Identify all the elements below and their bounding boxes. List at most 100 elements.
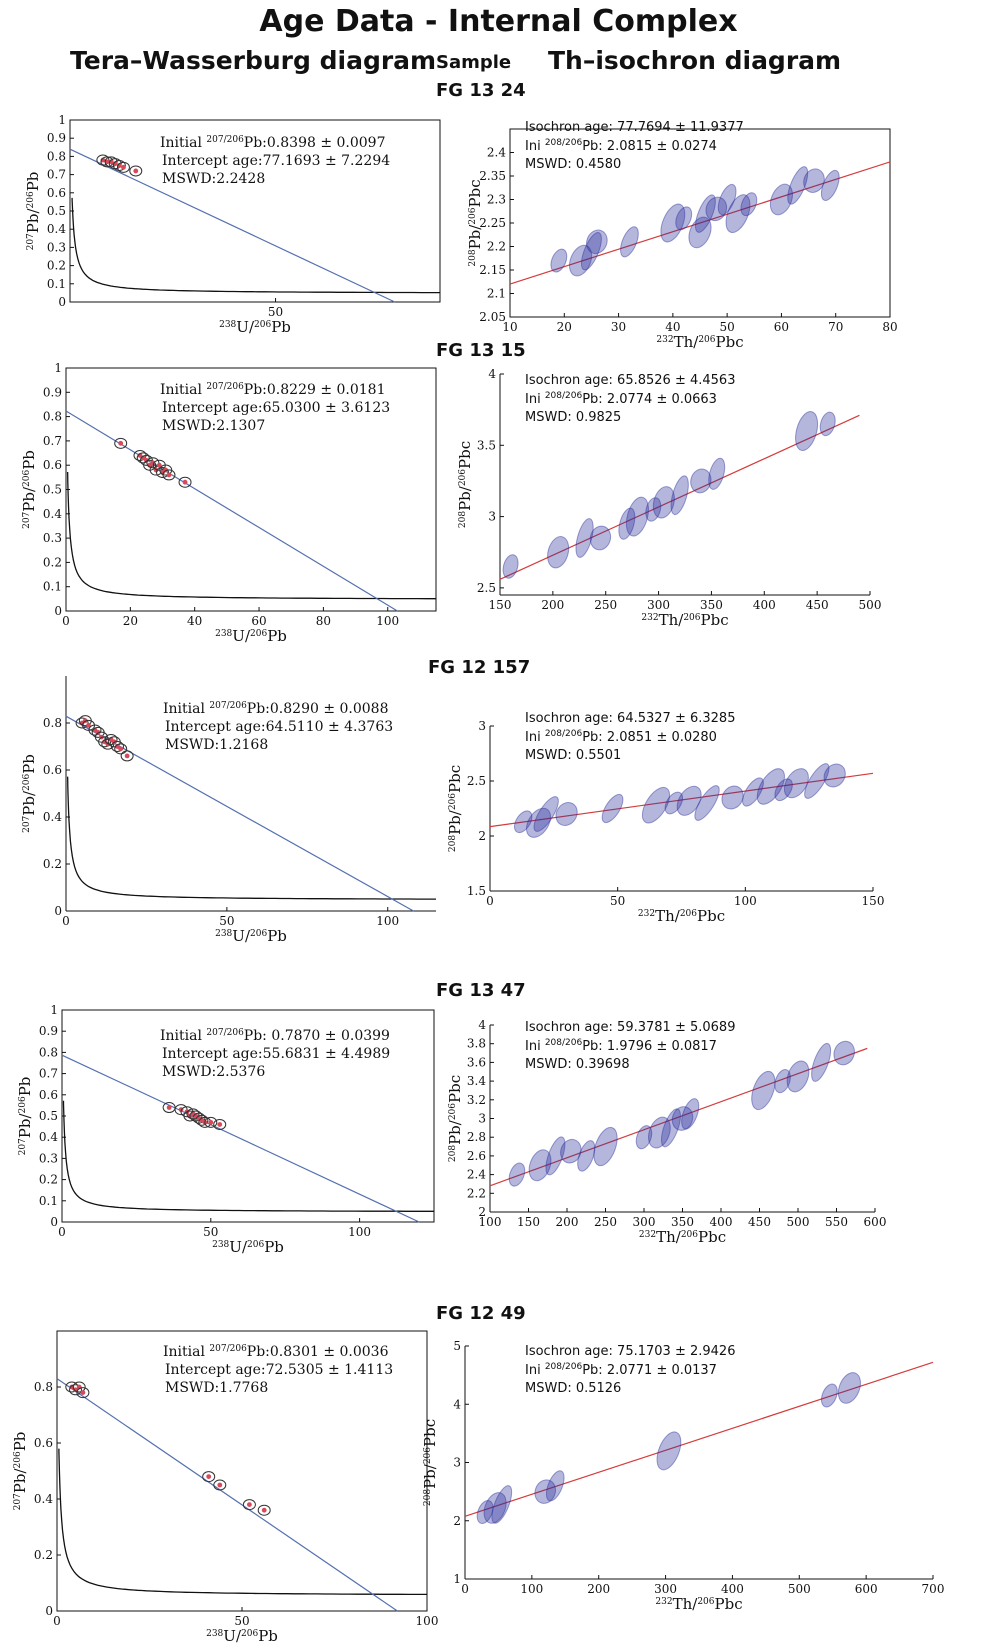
x-tick-label: 60 — [774, 320, 789, 334]
y-tick-label: 0.6 — [43, 763, 62, 777]
y-tick-label: 5 — [453, 1339, 461, 1353]
y-tick-label: 2.35 — [479, 169, 506, 183]
sample-label-fg-13-47: FG 13 47 — [436, 980, 526, 1001]
data-ellipse — [648, 1116, 671, 1149]
y-tick-label: 0.9 — [39, 1024, 58, 1038]
y-tick-label: 3.4 — [467, 1074, 486, 1088]
data-ellipse — [502, 554, 519, 579]
regression-line — [69, 148, 396, 303]
data-ellipse — [694, 194, 716, 233]
y-tick-label: 0.8 — [43, 410, 62, 424]
isochron-age-text: Isochron age: 75.1703 ± 2.9426 — [525, 1344, 735, 1359]
data-ellipse — [694, 785, 720, 821]
y-axis-label: 207Pb/206Pb — [20, 754, 38, 833]
data-ellipse — [593, 1126, 618, 1167]
data-ellipse — [483, 1492, 507, 1524]
data-point — [80, 1390, 86, 1395]
mswd-text: MSWD: 0.5126 — [525, 1381, 621, 1396]
data-ellipse — [88, 724, 102, 736]
sample-heading: Sample — [436, 52, 512, 73]
y-tick-label: 0.5 — [47, 204, 66, 218]
y-tick-label: 0.5 — [43, 483, 62, 497]
y-axis-label: 207Pb/206Pb — [16, 1077, 34, 1156]
data-point — [118, 440, 124, 446]
y-tick-label: 0.9 — [47, 131, 66, 145]
y-tick-label: 0.7 — [47, 168, 66, 182]
data-ellipse — [534, 1479, 557, 1504]
y-tick-label: 0.6 — [43, 458, 62, 472]
y-tick-label: 0.1 — [43, 580, 62, 594]
y-tick-label: 0.4 — [34, 1492, 53, 1506]
data-ellipse — [146, 457, 160, 469]
x-tick-label: 600 — [864, 1215, 887, 1229]
sample-label-fg-13-24: FG 13 24 — [436, 80, 526, 101]
data-ellipse — [560, 1138, 582, 1164]
data-point — [121, 164, 126, 170]
sample-label-fg-13-15: FG 13 15 — [436, 340, 526, 361]
y-tick-label: 2.3 — [487, 193, 506, 207]
data-ellipse — [774, 1069, 791, 1094]
x-tick-label: 600 — [855, 1582, 878, 1596]
y-tick-label: 2 — [478, 1205, 486, 1219]
data-ellipse — [69, 1384, 82, 1396]
intercept-age-text: Intercept age:77.1693 ± 7.2294 — [162, 153, 390, 169]
y-tick-label: 3 — [478, 719, 486, 733]
y-tick-label: 4 — [478, 1018, 486, 1032]
data-ellipse — [202, 1471, 216, 1483]
th-chart-fg-13-24: 2.05 2.1 2.15 2.2 2.25 2.3 2.35 2.4 10 20 30 40 50 60… — [466, 120, 898, 351]
regression-line — [65, 715, 414, 912]
data-ellipse — [641, 786, 671, 824]
regression-line — [489, 1047, 868, 1187]
y-tick-label: 0.8 — [47, 149, 66, 163]
data-point — [217, 1482, 223, 1488]
x-tick-label: 100 — [376, 614, 399, 628]
y-tick-label: 0.2 — [34, 1548, 53, 1562]
intercept-age-text: Intercept age:55.6831 ± 4.4989 — [162, 1046, 390, 1062]
y-tick-label: 0.8 — [43, 716, 62, 730]
data-ellipse — [717, 183, 737, 216]
th-chart-fg-13-47: 2 2.2 2.4 2.6 2.8 3 3.2 3.4 3.6 3.8 4 100 150 200 250 3… — [446, 1018, 887, 1246]
data-ellipse — [257, 1504, 271, 1516]
x-tick-label: 50 — [234, 1614, 249, 1628]
data-ellipse — [533, 796, 559, 832]
data-ellipse — [577, 1140, 596, 1172]
y-tick-label: 0.6 — [47, 186, 66, 200]
th-isochron-heading: Th–isochron diagram — [548, 46, 842, 75]
regression-line — [499, 414, 860, 580]
x-tick-label: 300 — [633, 1215, 656, 1229]
x-tick-label: 150 — [517, 1215, 540, 1229]
x-tick-label: 400 — [753, 598, 776, 612]
data-ellipse — [589, 525, 612, 551]
data-ellipse — [569, 244, 593, 277]
initial-ratio-text: Ini 208/206Pb: 2.0851 ± 0.0280 — [525, 729, 717, 745]
initial-ratio-text: Ini 208/206Pb: 1.9796 ± 0.0817 — [525, 1038, 717, 1054]
x-axis-label: 238U/206Pb — [206, 1627, 278, 1645]
data-ellipse — [116, 161, 130, 173]
x-tick-label: 200 — [541, 598, 564, 612]
y-tick-label: 0.2 — [47, 259, 66, 273]
x-tick-label: 30 — [611, 320, 626, 334]
mswd-text: MSWD:2.2428 — [162, 171, 265, 187]
y-tick-label: 2.25 — [479, 216, 506, 230]
mswd-text: MSWD: 0.4580 — [525, 157, 621, 172]
y-tick-label: 0.8 — [39, 1045, 58, 1059]
y-tick-label: 1 — [453, 1572, 461, 1586]
data-ellipse — [195, 1114, 209, 1126]
data-point — [261, 1507, 267, 1513]
x-tick-label: 350 — [700, 598, 723, 612]
data-ellipse — [586, 229, 608, 255]
data-point — [118, 746, 124, 752]
y-tick-label: 0.2 — [43, 857, 62, 871]
x-tick-label: 450 — [748, 1215, 771, 1229]
x-tick-label: 0 — [461, 1582, 469, 1596]
y-tick-label: 3 — [453, 1456, 461, 1470]
data-point — [133, 168, 139, 174]
x-tick-label: 50 — [219, 914, 234, 928]
x-tick-label: 500 — [859, 598, 882, 612]
y-tick-label: 0.3 — [43, 531, 62, 545]
mswd-text: MSWD:1.7768 — [165, 1380, 268, 1396]
data-ellipse — [545, 1136, 566, 1176]
isochron-age-text: Isochron age: 65.8526 ± 4.4563 — [525, 373, 735, 388]
x-tick-label: 40 — [665, 320, 680, 334]
mswd-text: MSWD: 0.9825 — [525, 410, 621, 425]
